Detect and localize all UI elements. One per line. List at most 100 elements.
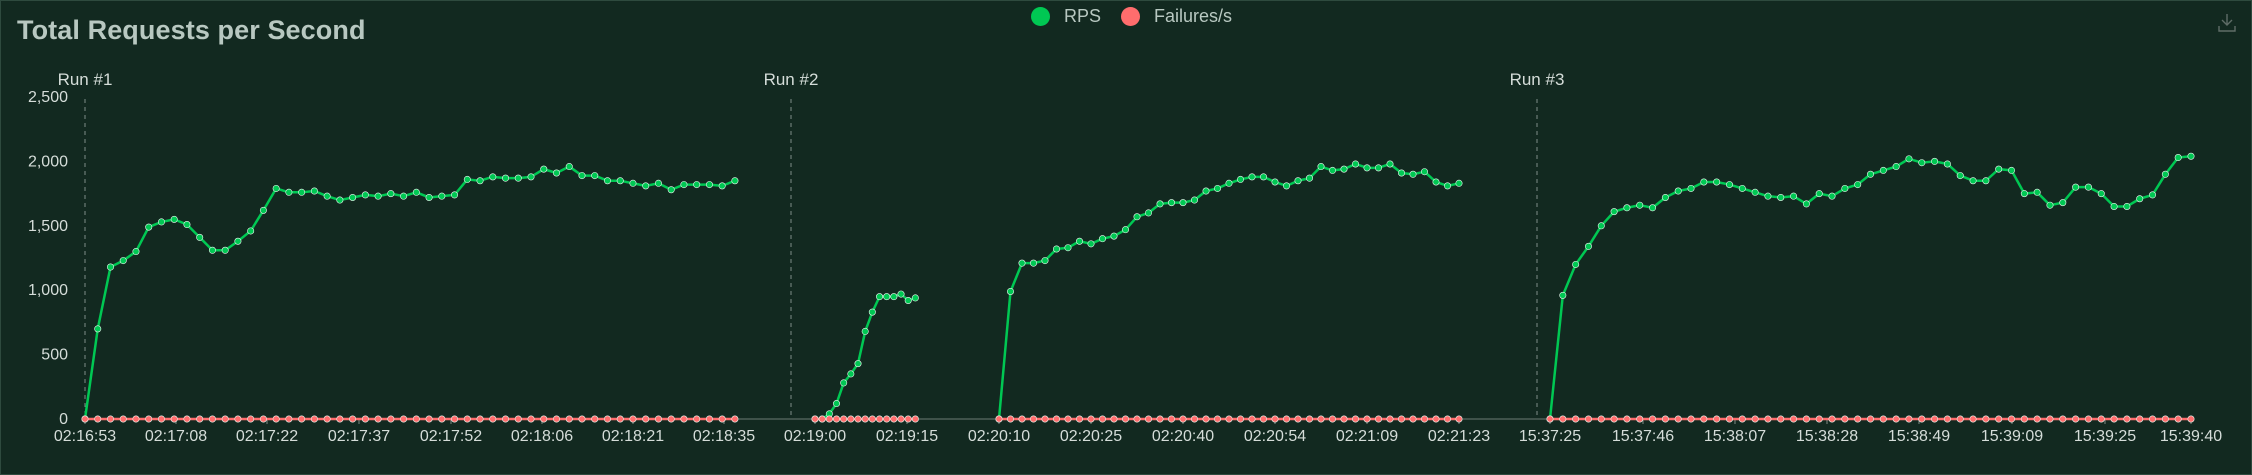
rps-point[interactable] — [514, 174, 522, 182]
failures-point[interactable] — [374, 415, 382, 423]
failures-point[interactable] — [412, 415, 420, 423]
rps-point[interactable] — [387, 190, 395, 198]
rps-point[interactable] — [1956, 172, 1964, 180]
failures-point[interactable] — [1828, 415, 1836, 423]
rps-point[interactable] — [1260, 173, 1268, 181]
failures-point[interactable] — [1294, 415, 1302, 423]
failures-point[interactable] — [1636, 415, 1644, 423]
rps-point[interactable] — [145, 223, 153, 231]
rps-point[interactable] — [1879, 166, 1887, 174]
rps-point[interactable] — [897, 290, 905, 298]
failures-point[interactable] — [208, 415, 216, 423]
rps-point[interactable] — [578, 172, 586, 180]
failures-point[interactable] — [1133, 415, 1141, 423]
rps-point[interactable] — [876, 293, 884, 301]
failures-point[interactable] — [1546, 415, 1554, 423]
rps-point[interactable] — [2174, 154, 2182, 162]
rps-point[interactable] — [1018, 259, 1026, 267]
rps-point[interactable] — [374, 192, 382, 200]
failures-point[interactable] — [642, 415, 650, 423]
failures-point[interactable] — [1597, 415, 1605, 423]
failures-point[interactable] — [565, 415, 573, 423]
rps-point[interactable] — [1076, 237, 1084, 245]
rps-point[interactable] — [2046, 201, 2054, 209]
rps-point[interactable] — [1969, 177, 1977, 185]
rps-point[interactable] — [1597, 222, 1605, 230]
rps-point[interactable] — [1375, 164, 1383, 172]
rps-point[interactable] — [718, 182, 726, 190]
failures-point[interactable] — [1700, 415, 1708, 423]
failures-point[interactable] — [883, 415, 891, 423]
failures-point[interactable] — [1610, 415, 1618, 423]
failures-point[interactable] — [904, 415, 912, 423]
failures-point[interactable] — [818, 415, 826, 423]
failures-point[interactable] — [1099, 415, 1107, 423]
failures-point[interactable] — [847, 415, 855, 423]
failures-point[interactable] — [2033, 415, 2041, 423]
rps-point[interactable] — [1687, 184, 1695, 192]
failures-point[interactable] — [1995, 415, 2003, 423]
rps-point[interactable] — [425, 193, 433, 201]
failures-point[interactable] — [1340, 415, 1348, 423]
failures-point[interactable] — [1725, 415, 1733, 423]
failures-point[interactable] — [2174, 415, 2182, 423]
rps-point[interactable] — [2136, 195, 2144, 203]
rps-point[interactable] — [2020, 190, 2028, 198]
failures-point[interactable] — [2046, 415, 2054, 423]
download-icon[interactable] — [2215, 11, 2239, 35]
rps-point[interactable] — [1053, 245, 1061, 253]
rps-point[interactable] — [705, 181, 713, 189]
rps-point[interactable] — [1790, 192, 1798, 200]
rps-point[interactable] — [451, 191, 459, 199]
rps-point[interactable] — [654, 179, 662, 187]
rps-point[interactable] — [1352, 160, 1360, 168]
rps-point[interactable] — [400, 192, 408, 200]
rps-point[interactable] — [1271, 178, 1279, 186]
rps-point[interactable] — [1661, 193, 1669, 201]
rps-point[interactable] — [1623, 204, 1631, 212]
rps-point[interactable] — [603, 177, 611, 185]
failures-point[interactable] — [310, 415, 318, 423]
rps-point[interactable] — [234, 237, 242, 245]
rps-point[interactable] — [527, 173, 535, 181]
failures-point[interactable] — [890, 415, 898, 423]
rps-point[interactable] — [1572, 260, 1580, 268]
failures-point[interactable] — [1053, 415, 1061, 423]
failures-point[interactable] — [854, 415, 862, 423]
failures-point[interactable] — [1841, 415, 1849, 423]
failures-point[interactable] — [349, 415, 357, 423]
rps-point[interactable] — [540, 165, 548, 173]
failures-point[interactable] — [1260, 415, 1268, 423]
rps-point[interactable] — [616, 177, 624, 185]
failures-point[interactable] — [1661, 415, 1669, 423]
failures-point[interactable] — [2020, 415, 2028, 423]
failures-point[interactable] — [1905, 415, 1913, 423]
failures-point[interactable] — [1398, 415, 1406, 423]
failures-point[interactable] — [1283, 415, 1291, 423]
rps-point[interactable] — [1340, 165, 1348, 173]
rps-point[interactable] — [1409, 170, 1417, 178]
failures-point[interactable] — [1202, 415, 1210, 423]
failures-point[interactable] — [825, 415, 833, 423]
failures-point[interactable] — [476, 415, 484, 423]
rps-point[interactable] — [1764, 192, 1772, 200]
failures-point[interactable] — [1444, 415, 1452, 423]
rps-point[interactable] — [412, 188, 420, 196]
failures-point[interactable] — [1687, 415, 1695, 423]
failures-point[interactable] — [897, 415, 905, 423]
rps-point[interactable] — [1168, 199, 1176, 207]
failures-point[interactable] — [1041, 415, 1049, 423]
failures-point[interactable] — [680, 415, 688, 423]
failures-point[interactable] — [868, 415, 876, 423]
rps-point[interactable] — [1649, 204, 1657, 212]
rps-point[interactable] — [94, 325, 102, 333]
rps-point[interactable] — [667, 186, 675, 194]
failures-point[interactable] — [157, 415, 165, 423]
rps-point[interactable] — [911, 294, 919, 302]
failures-point[interactable] — [183, 415, 191, 423]
rps-point[interactable] — [1455, 179, 1463, 187]
rps-point[interactable] — [840, 379, 848, 387]
rps-point[interactable] — [1248, 173, 1256, 181]
rps-point[interactable] — [349, 193, 357, 201]
rps-point[interactable] — [1982, 177, 1990, 185]
